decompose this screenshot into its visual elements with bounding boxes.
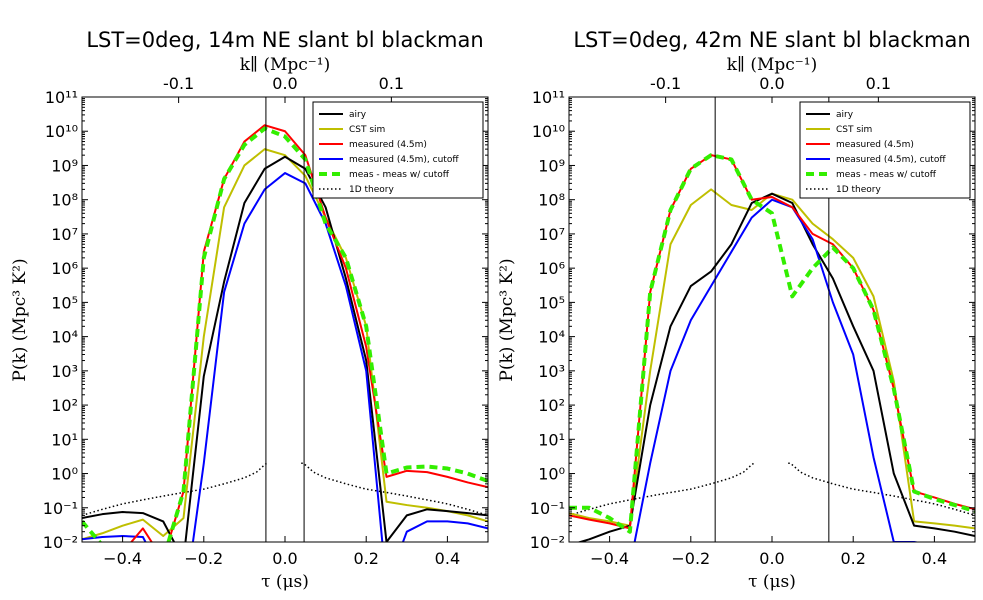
panel-2-plot: −0.4 −0.2 0.0 0.2 0.4 -0.1 0.0 0.1 10⁻² 10⁻¹ 10⁰ 10… — [530, 74, 976, 568]
x-tick-label: 0.4 — [435, 549, 460, 568]
series-line-airy — [576, 192, 975, 542]
series-line-cst-sim — [569, 188, 975, 530]
y-tick-label: 10⁻² — [43, 533, 78, 552]
y-tick-label: 10⁸ — [538, 191, 565, 210]
legend-label: meas - meas w/ cutoff — [349, 170, 450, 180]
y-tick-label: 10⁴ — [538, 328, 565, 347]
panel-1-title: LST=0deg, 14m NE slant bl blackman — [86, 28, 483, 52]
y-tick-label: 10⁵ — [538, 293, 565, 312]
x-tick-label: −0.2 — [671, 549, 710, 568]
x-tick-label: 0.2 — [353, 549, 378, 568]
x-tick-label: 0.0 — [759, 549, 784, 568]
y-tick-label: 10³ — [51, 362, 78, 381]
x-tick-label: −0.2 — [184, 549, 223, 568]
panel-2-top-xlabel: k∥ (Mpc⁻¹) — [727, 55, 817, 75]
y-tick-label: 10⁴ — [51, 328, 78, 347]
legend-label: measured (4.5m), cutoff — [836, 155, 946, 165]
y-tick-label: 10⁻² — [530, 533, 565, 552]
top-tick-label: 0.1 — [379, 74, 404, 93]
legend-label: CST sim — [836, 125, 872, 135]
top-tick-label: 0.0 — [759, 74, 784, 93]
y-tick-label: 10⁹ — [538, 156, 565, 175]
panel-2-xlabel: τ (μs) — [748, 572, 796, 592]
series-line-meas-meas-w-cutoff — [82, 126, 488, 542]
y-tick-label: 10⁶ — [538, 259, 565, 278]
y-tick-label: 10⁰ — [51, 465, 78, 484]
series-line-measured-4-5m-cutoff — [633, 198, 921, 542]
y-tick-label: 10¹ — [538, 430, 565, 449]
legend-label: 1D theory — [349, 185, 394, 195]
panel-2-title: LST=0deg, 42m NE slant bl blackman — [573, 28, 970, 52]
series-line-airy — [82, 155, 488, 542]
y-tick-label: 10⁻¹ — [530, 499, 565, 518]
x-tick-label: 0.2 — [840, 549, 865, 568]
x-tick-label: 0.0 — [272, 549, 297, 568]
y-tick-label: 10² — [51, 396, 78, 415]
series-line-meas-meas-w-cutoff — [569, 153, 975, 534]
panel-1-top-xlabel: k∥ (Mpc⁻¹) — [240, 55, 330, 75]
legend-box — [312, 101, 484, 199]
panel-1-plot: −0.4 −0.2 0.0 0.2 0.4 -0.1 0.0 0.1 10⁻² 10⁻¹ 10⁰ 10… — [43, 74, 489, 568]
y-tick-label: 10³ — [538, 362, 565, 381]
y-tick-label: 10¹⁰ — [532, 122, 565, 141]
legend-label: measured (4.5m), cutoff — [349, 155, 459, 165]
y-tick-label: 10⁶ — [51, 259, 78, 278]
y-tick-label: 10⁻¹ — [43, 499, 78, 518]
series-line-cst-sim — [82, 148, 488, 541]
series-line-measured-4-5m-cutoff — [82, 172, 488, 542]
legend-label: airy — [349, 110, 367, 120]
legend-label: airy — [836, 110, 854, 120]
legend-label: measured (4.5m) — [349, 140, 427, 150]
series-line-1d-theory — [82, 462, 488, 517]
y-tick-label: 10⁷ — [51, 225, 78, 244]
panel-2-ylabel: P(k) (Mpc³ K²) — [497, 258, 517, 381]
top-tick-label: 0.1 — [866, 74, 891, 93]
panel-1-ylabel: P(k) (Mpc³ K²) — [10, 258, 30, 381]
series-line-measured-4-5m- — [130, 124, 488, 542]
y-tick-label: 10¹¹ — [45, 88, 78, 107]
panel-1-xlabel: τ (μs) — [261, 572, 309, 592]
y-tick-label: 10⁰ — [538, 465, 565, 484]
legend-label: meas - meas w/ cutoff — [836, 170, 937, 180]
y-tick-label: 10⁹ — [51, 156, 78, 175]
top-tick-label: -0.1 — [163, 74, 194, 93]
x-tick-label: −0.4 — [590, 549, 629, 568]
y-tick-label: 10² — [538, 396, 565, 415]
y-tick-label: 10⁷ — [538, 225, 565, 244]
y-tick-label: 10¹¹ — [532, 88, 565, 107]
legend-label: 1D theory — [836, 185, 881, 195]
x-tick-label: 0.4 — [922, 549, 947, 568]
y-tick-label: 10¹⁰ — [45, 122, 78, 141]
y-tick-label: 10⁸ — [51, 191, 78, 210]
top-tick-label: -0.1 — [650, 74, 681, 93]
legend-label: measured (4.5m) — [836, 140, 914, 150]
y-tick-label: 10⁵ — [51, 293, 78, 312]
y-tick-label: 10¹ — [51, 430, 78, 449]
series-line-1d-theory — [569, 462, 975, 517]
x-tick-label: −0.4 — [103, 549, 142, 568]
legend-label: CST sim — [349, 125, 385, 135]
legend-box — [799, 101, 971, 199]
top-tick-label: 0.0 — [272, 74, 297, 93]
